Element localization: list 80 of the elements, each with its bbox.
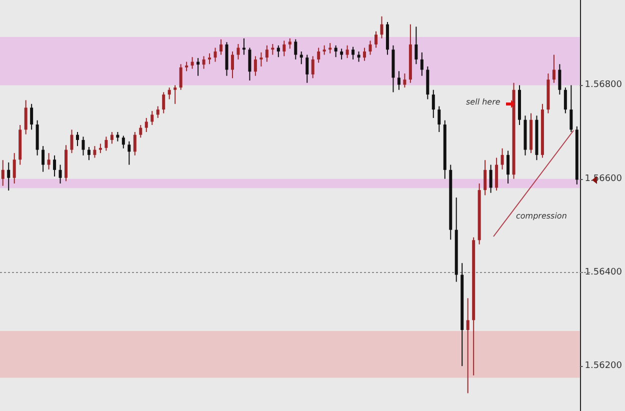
candlestick [179, 64, 182, 90]
candlestick [506, 150, 510, 184]
candlestick [248, 47, 252, 82]
candlestick [174, 84, 177, 104]
candlestick [185, 61, 188, 72]
candlestick [139, 124, 142, 138]
candlestick [254, 56, 257, 76]
y-tick-label: 1.56800 [584, 80, 622, 90]
candlestick [42, 146, 45, 172]
candlestick [110, 132, 114, 144]
candlestick [271, 44, 274, 56]
candlestick [368, 40, 372, 56]
candlestick [403, 72, 406, 88]
candlestick [363, 47, 366, 62]
candlestick [282, 40, 286, 57]
candlestick [12, 152, 16, 184]
candlestick [87, 146, 90, 161]
candlestick [558, 64, 562, 96]
candlestick [82, 136, 85, 156]
candlestick [202, 56, 206, 70]
candlestick [150, 110, 154, 126]
candlestick [397, 70, 400, 90]
candlestick [156, 106, 160, 118]
y-tick-label: 1.56200 [584, 361, 622, 372]
candlestick [374, 30, 378, 48]
candlestick [70, 129, 74, 154]
candlestick [495, 157, 498, 192]
candlestick [322, 44, 326, 56]
candlestick [30, 103, 34, 130]
candlestick [53, 154, 56, 177]
candlestick [122, 135, 125, 149]
candlestick [208, 52, 212, 65]
candlestick [47, 152, 50, 170]
annotation: sell here [466, 98, 500, 106]
candlestick [162, 92, 166, 114]
candlestick [570, 84, 573, 133]
candlestick [306, 54, 309, 84]
candlestick [334, 44, 338, 58]
candlestick [484, 160, 487, 196]
candlestick [288, 38, 292, 50]
annotation: compression [516, 212, 567, 220]
candlestick [466, 298, 470, 394]
candlestick [133, 132, 136, 156]
candlestick [93, 146, 96, 158]
candlestick [168, 87, 171, 100]
candlestick [346, 44, 349, 59]
candlestick [260, 52, 263, 67]
candlestick [242, 38, 246, 56]
candlestick [76, 132, 79, 147]
candlestick [220, 38, 223, 56]
candlestick [144, 117, 148, 133]
candlestick [236, 44, 240, 60]
candlestick [489, 164, 492, 194]
candlestick [438, 106, 441, 133]
candlestick [564, 87, 567, 114]
candlestick [380, 16, 384, 39]
candlestick [104, 136, 108, 152]
candlestick [552, 54, 556, 84]
candlestick [265, 44, 268, 62]
candlestick [98, 143, 102, 154]
candlestick [311, 56, 314, 79]
candlestick [190, 56, 194, 70]
candlestick [1, 160, 4, 186]
candlestick [7, 162, 10, 192]
candlestick [340, 48, 344, 60]
candlestick [500, 148, 504, 170]
candlestick [58, 164, 62, 184]
candlestick [214, 47, 217, 62]
candlestick [317, 47, 320, 64]
candlestick [276, 44, 280, 58]
y-tick-label: 1.56400 [584, 267, 622, 278]
candlestick [414, 26, 418, 65]
candlestick [420, 52, 424, 76]
candlestick [432, 89, 435, 118]
candlestick [294, 38, 298, 60]
candlestick [24, 100, 28, 135]
candlestick [352, 46, 355, 60]
candlestick [128, 140, 131, 166]
candlestick [328, 42, 332, 54]
candlestick [230, 50, 234, 79]
